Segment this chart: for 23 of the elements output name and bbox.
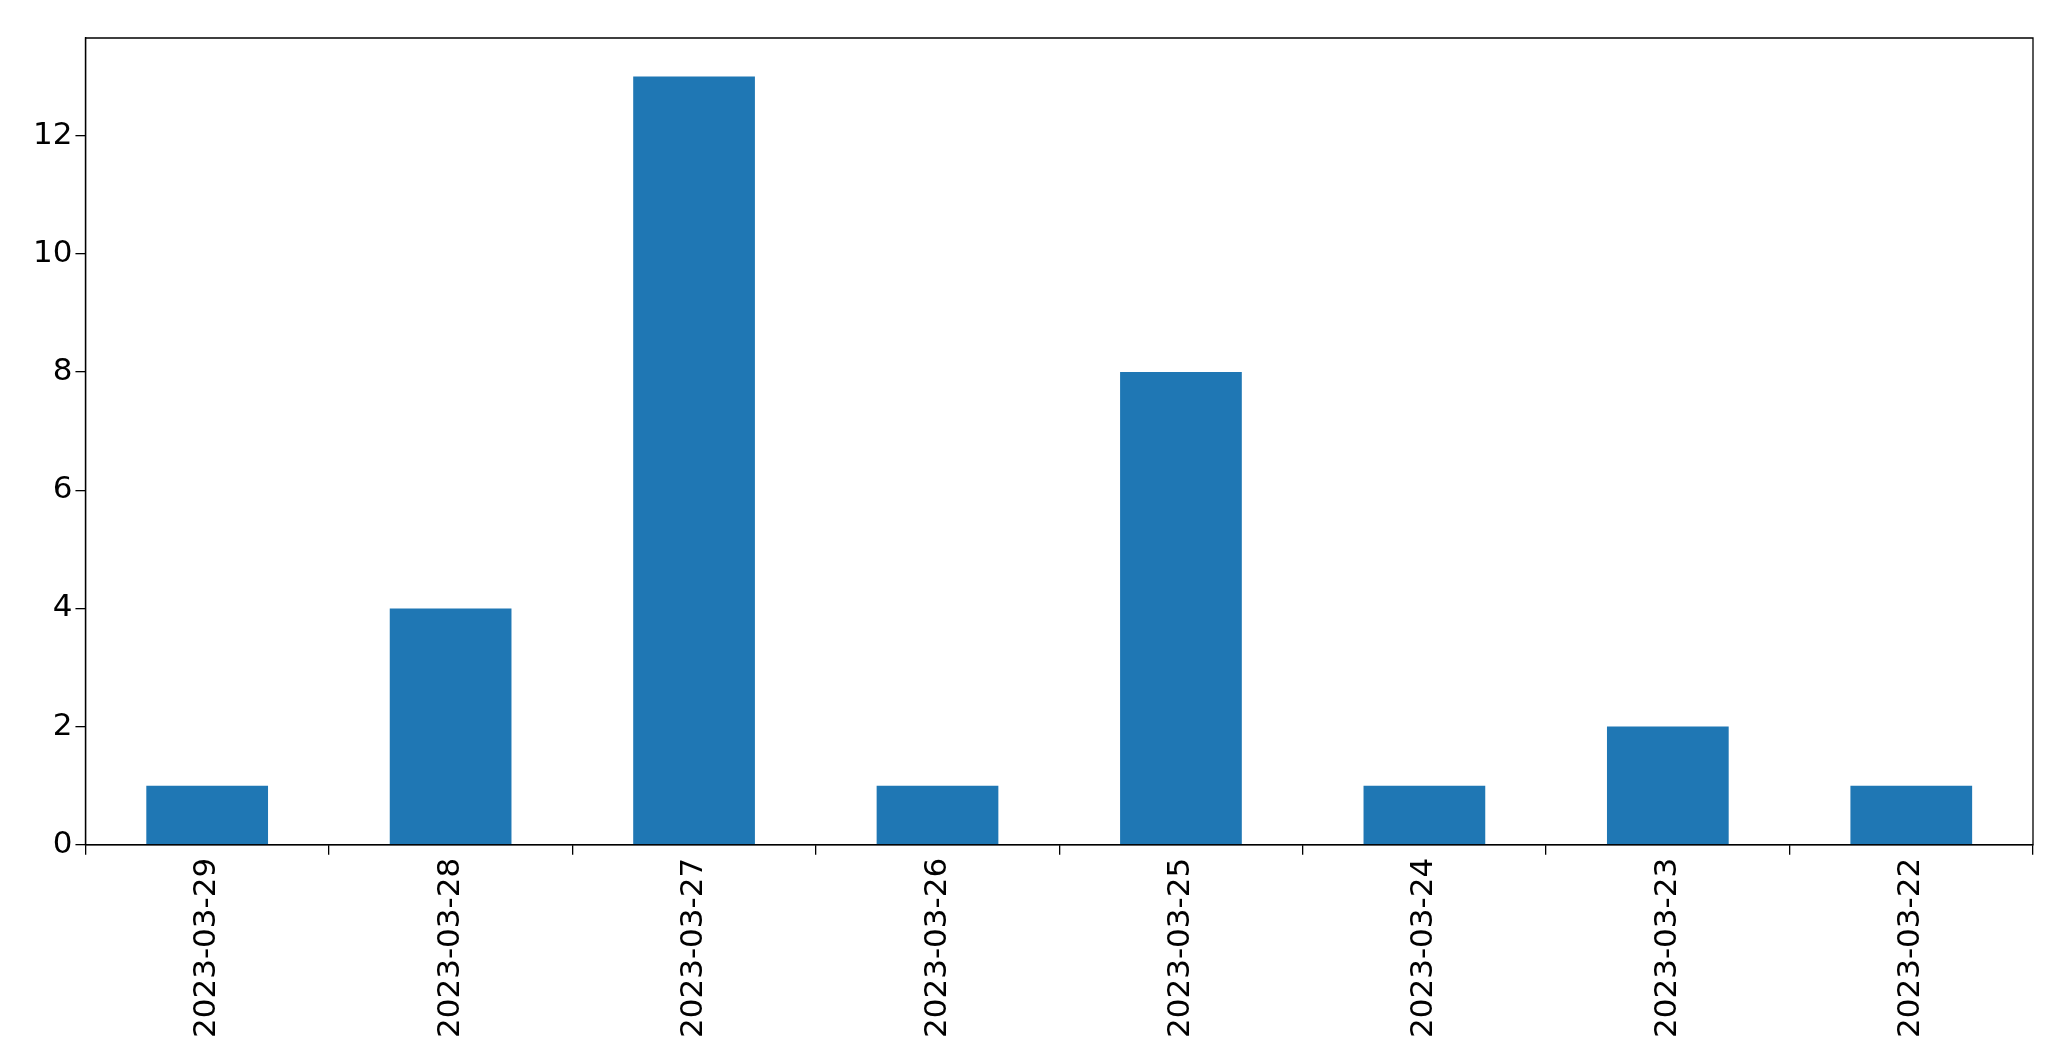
x-tick-label: 2023-03-27 bbox=[673, 857, 710, 1039]
y-tick-label: 10 bbox=[32, 232, 73, 269]
x-tick-label: 2023-03-25 bbox=[1159, 857, 1196, 1039]
bar bbox=[1850, 785, 1973, 845]
x-tick-label: 2023-03-22 bbox=[1890, 857, 1927, 1039]
y-tick-label: 6 bbox=[52, 469, 73, 506]
y-tick-label: 8 bbox=[52, 351, 73, 388]
x-tick-label: 2023-03-28 bbox=[429, 857, 466, 1039]
y-tick-label: 4 bbox=[52, 587, 73, 624]
bar bbox=[1120, 371, 1242, 845]
bar bbox=[1606, 726, 1729, 845]
x-tick-label: 2023-03-29 bbox=[186, 857, 223, 1039]
bar bbox=[146, 785, 269, 845]
x-tick-label: 2023-03-24 bbox=[1403, 857, 1440, 1039]
x-tick-label: 2023-03-26 bbox=[916, 857, 953, 1039]
y-tick-label: 0 bbox=[52, 823, 73, 860]
bar bbox=[633, 76, 755, 845]
bar bbox=[1363, 785, 1486, 845]
bar bbox=[876, 785, 999, 845]
y-tick-label: 12 bbox=[32, 114, 73, 151]
bar bbox=[389, 608, 512, 845]
y-tick-label: 2 bbox=[52, 705, 73, 742]
x-tick-label: 2023-03-23 bbox=[1646, 857, 1683, 1039]
